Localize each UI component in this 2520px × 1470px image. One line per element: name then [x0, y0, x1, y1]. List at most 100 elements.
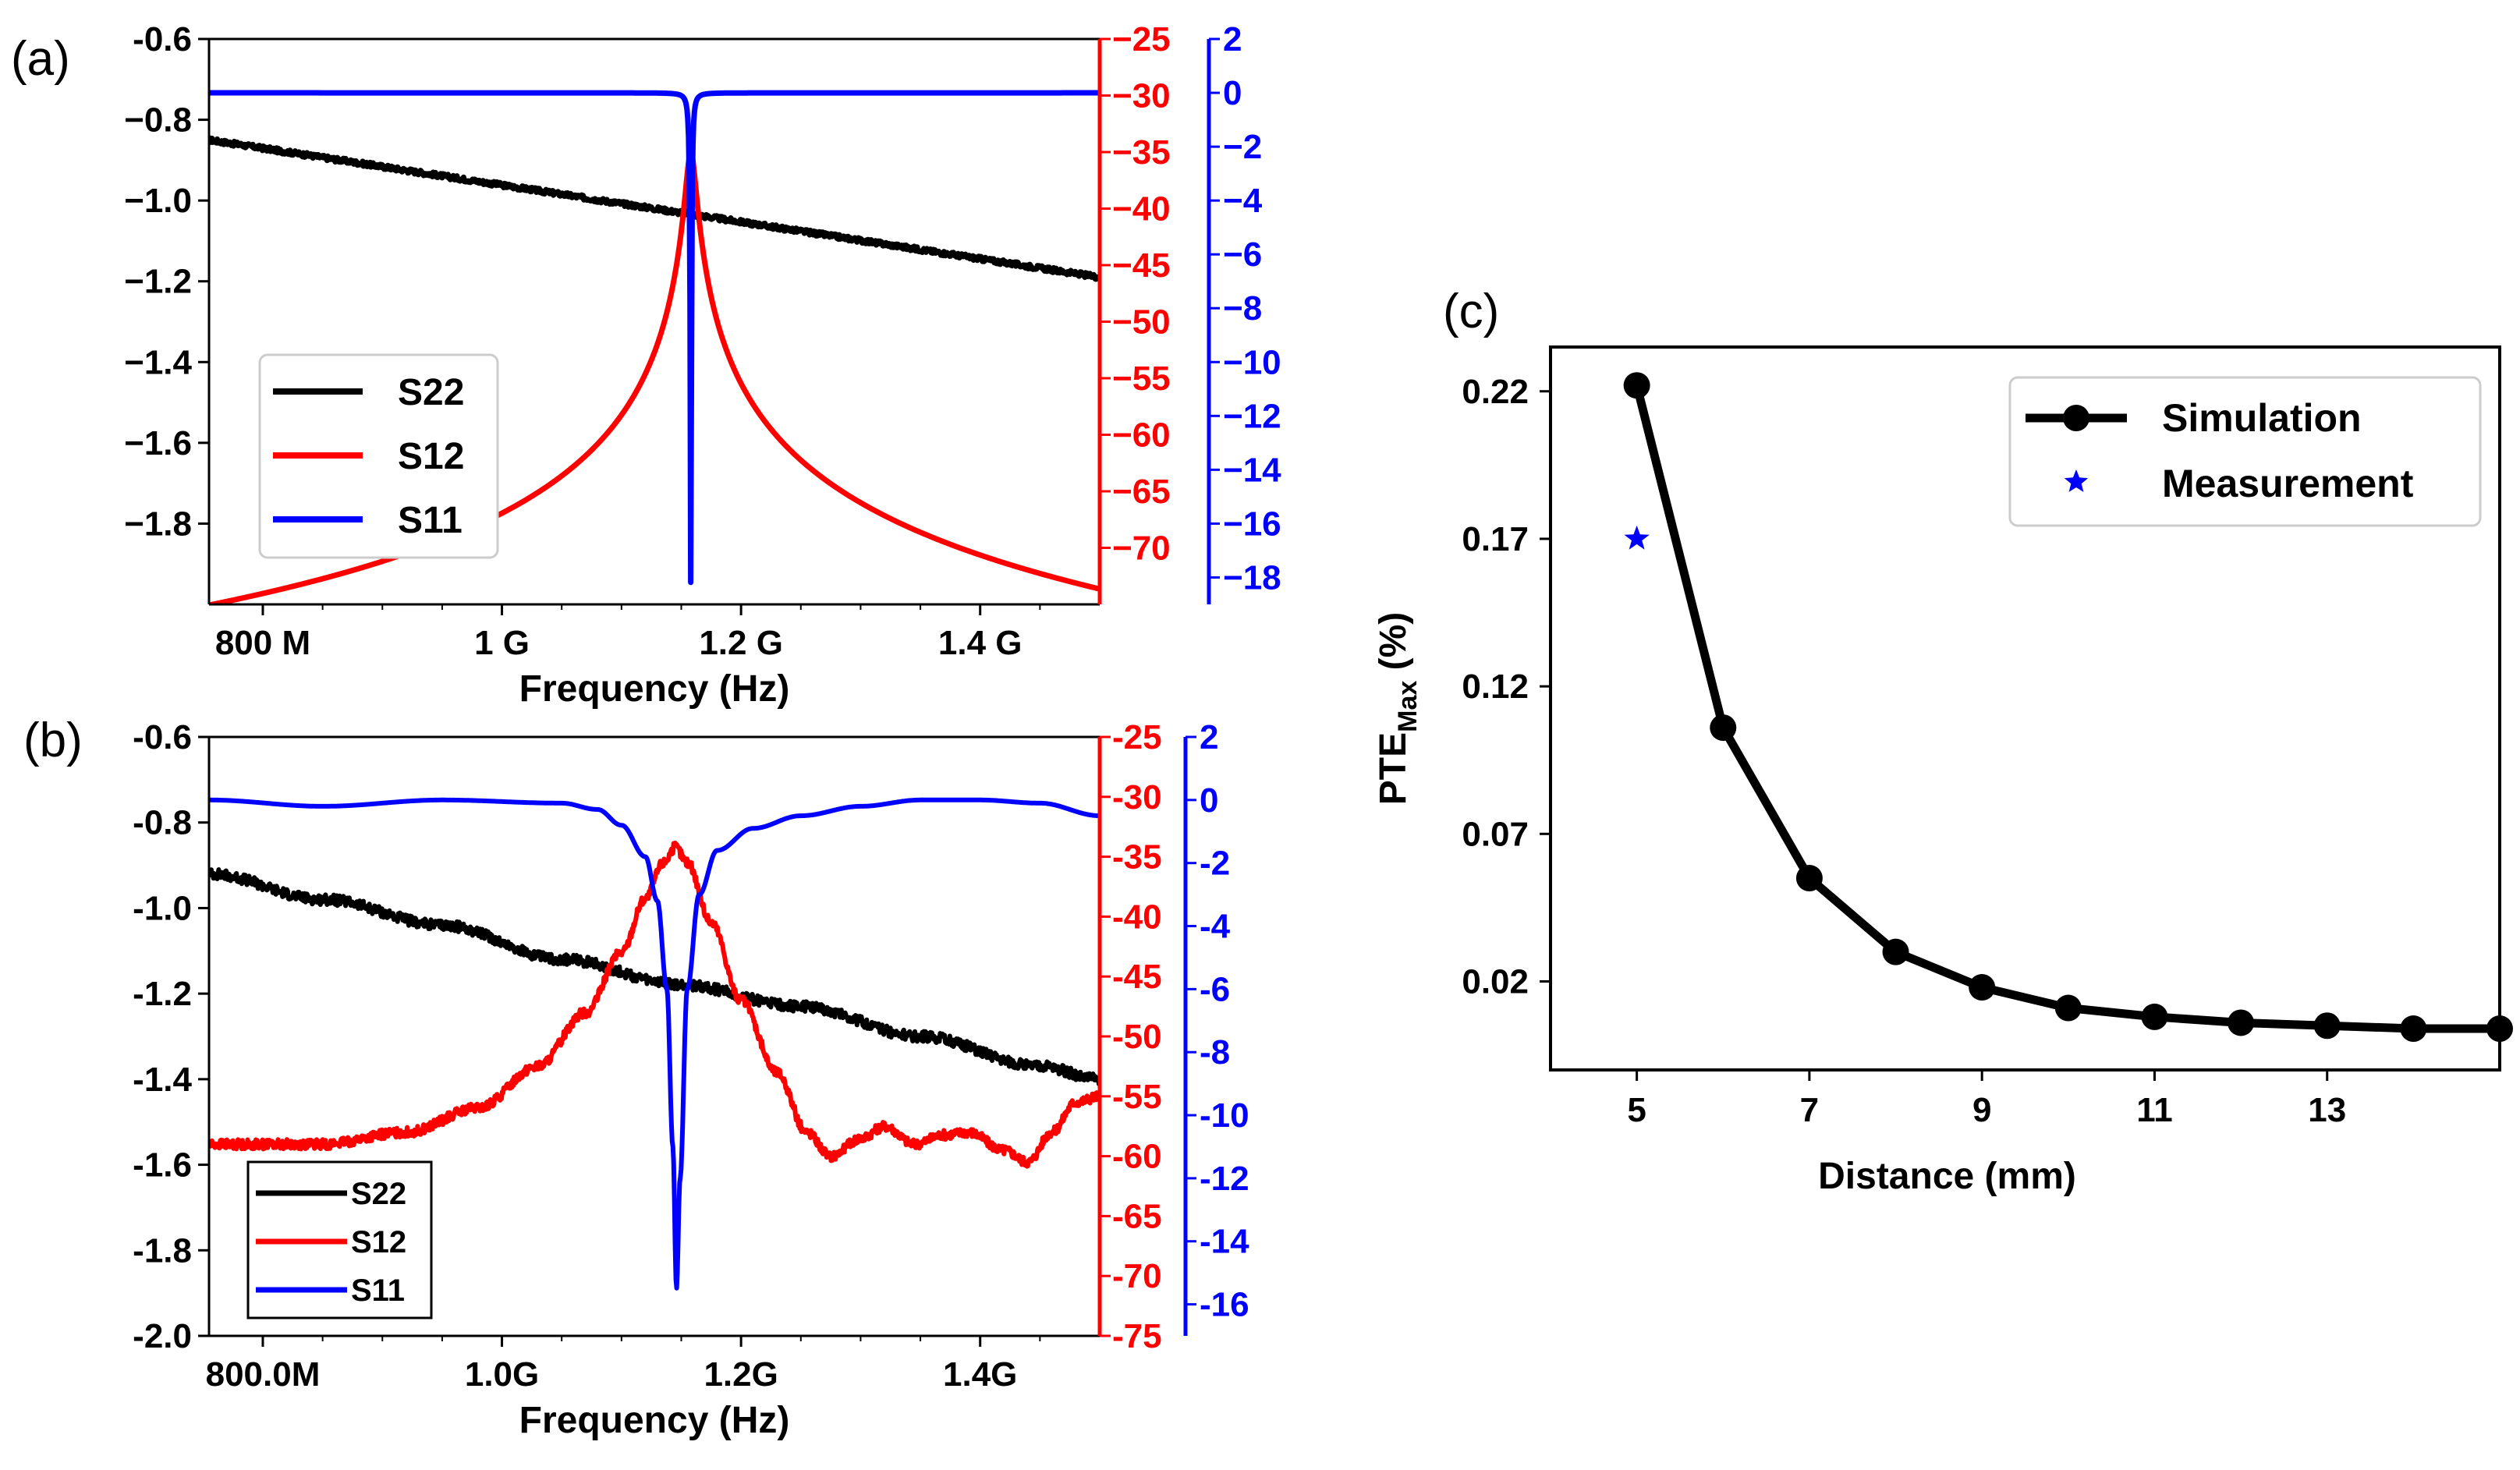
- plot-area: [209, 797, 1100, 1291]
- simulation-point: [2054, 994, 2082, 1022]
- y-right-blue-tick-label: -10: [1200, 1096, 1249, 1135]
- x-tick-label: 1.4G: [943, 1355, 1017, 1394]
- y-left-tick-label: −1.8: [124, 505, 192, 543]
- y-tick-label: 0.07: [1462, 815, 1529, 853]
- legend-label-s22: S22: [398, 372, 464, 413]
- legend-label-s22: S22: [351, 1177, 406, 1211]
- legend-marker-measurement: [2064, 469, 2089, 492]
- panel-label: (c): [1443, 285, 1499, 338]
- legend-box: [258, 353, 499, 559]
- y-right-red-tick-label: -65: [1112, 1197, 1162, 1235]
- panel-label: (a): [11, 32, 70, 86]
- measurement-point: [1624, 525, 1650, 550]
- x-axis-title: Distance (mm): [1818, 1156, 2076, 1197]
- y-right-red-tick-label: −30: [1112, 77, 1171, 115]
- y-axis-title-unit: (%): [1373, 612, 1414, 681]
- legend-b: S22 S12 S11: [246, 1160, 433, 1319]
- y-right-red-tick-label: -45: [1112, 958, 1162, 996]
- y-right-blue-tick-label: −14: [1223, 451, 1281, 489]
- y-right-red-tick-label: -40: [1112, 898, 1162, 936]
- x-tick-label: 1.4 G: [938, 624, 1023, 662]
- simulation-point: [2228, 1009, 2255, 1036]
- y-tick-label: 0.22: [1462, 373, 1529, 411]
- y-right-blue-tick-label: -14: [1200, 1223, 1249, 1261]
- y-right-red-tick-label: -30: [1112, 778, 1162, 816]
- y-left-tick-label: -0.6: [133, 718, 192, 756]
- y-right-red-tick-label: −25: [1112, 20, 1171, 58]
- legend-a: S22 S12 S11: [258, 353, 499, 559]
- y-axis-title-main: PTE: [1373, 732, 1414, 805]
- legend-label-measurement: Measurement: [2162, 462, 2414, 505]
- y-right-red-tick-label: −35: [1112, 133, 1171, 172]
- x-tick-label: 9: [1972, 1091, 1991, 1129]
- simulation-point: [1969, 974, 1996, 1001]
- y-left-tick-label: -2.0: [133, 1317, 192, 1355]
- x-tick-label: 5: [1627, 1091, 1646, 1129]
- series-line-s12: [209, 149, 1100, 604]
- simulation-point: [1710, 714, 1737, 742]
- legend-label-s12: S12: [351, 1225, 406, 1259]
- y-tick-label: 0.12: [1462, 668, 1529, 706]
- y-right-blue-tick-label: 2: [1200, 718, 1218, 756]
- y-left-tick-label: -1.8: [133, 1231, 192, 1270]
- y-left-tick-label: −1.4: [124, 343, 192, 381]
- panel-a-chart: -0.6−0.8−1.0−1.2−1.4−1.6−1.8−25−30−35−40…: [11, 20, 1281, 710]
- y-right-red-tick-label: -75: [1112, 1317, 1162, 1355]
- y-left-tick-label: −0.8: [124, 101, 192, 140]
- x-tick-label: 13: [2308, 1091, 2346, 1129]
- y-right-red-tick-label: −65: [1112, 473, 1171, 511]
- y-right-blue-tick-label: −16: [1223, 505, 1281, 543]
- y-right-blue-tick-label: -16: [1200, 1286, 1249, 1324]
- y-right-red-tick-label: −70: [1112, 530, 1171, 568]
- panel-label: (b): [23, 714, 83, 767]
- y-right-blue-tick-label: 2: [1223, 20, 1242, 58]
- y-right-blue-tick-label: -4: [1200, 908, 1231, 946]
- y-right-red-tick-label: -70: [1112, 1257, 1162, 1295]
- y-right-red-tick-label: −50: [1112, 303, 1171, 342]
- simulation-point: [1882, 938, 1909, 965]
- series-line-s22: [209, 867, 1100, 1087]
- x-axis-title: Frequency (Hz): [519, 668, 790, 710]
- simulation-point: [2486, 1015, 2513, 1043]
- series-line-s22: [209, 135, 1100, 282]
- y-left-tick-label: -1.4: [133, 1061, 192, 1099]
- x-tick-label: 1.0G: [465, 1355, 539, 1394]
- y-right-blue-tick-label: −18: [1223, 558, 1281, 597]
- x-tick-label: 1 G: [474, 624, 530, 662]
- y-axis-title: PTEMax (%): [1373, 612, 1423, 805]
- simulation-point: [2400, 1015, 2427, 1043]
- legend-box: [2008, 376, 2482, 527]
- panel-c-chart: 0.02 0.07 0.12 0.17 0.22 5 7 9 11 13 Distance (mm)…: [1373, 285, 2513, 1197]
- legend-label-s11: S11: [398, 500, 463, 541]
- simulation-point: [1623, 372, 1650, 399]
- y-left-tick-label: −1.0: [124, 182, 192, 220]
- y-right-red-tick-label: −60: [1112, 416, 1171, 455]
- y-right-blue-tick-label: −10: [1223, 343, 1281, 381]
- panel-b-chart: -0.6 -0.8 -1.0 -1.2 -1.4 -1.6 -1.8 -2.0 -25 -30 -3…: [23, 714, 1249, 1441]
- y-left-tick-label: -0.8: [133, 804, 192, 842]
- y-left-tick-label: -1.6: [133, 1146, 192, 1185]
- simulation-point: [2313, 1012, 2341, 1040]
- y-left-tick-label: -1.0: [133, 889, 192, 927]
- y-right-blue-tick-label: -8: [1200, 1033, 1230, 1072]
- y-right-blue-tick-label: -12: [1200, 1160, 1249, 1198]
- x-tick-label: 800.0M: [206, 1355, 321, 1394]
- y-right-blue-tick-label: 0: [1223, 74, 1242, 112]
- simulation-point: [1795, 865, 1823, 892]
- x-tick-label: 800 M: [215, 624, 310, 662]
- legend-label-s12: S12: [398, 436, 464, 477]
- y-left-tick-label: −1.2: [124, 263, 192, 301]
- y-right-blue-tick-label: −6: [1223, 236, 1262, 274]
- y-tick-label: 0.02: [1462, 962, 1529, 1001]
- y-right-blue-tick-label: 0: [1200, 781, 1218, 820]
- legend-label-simulation: Simulation: [2162, 396, 2362, 440]
- y-right-red-tick-label: -60: [1112, 1138, 1162, 1176]
- y-left-tick-label: -1.2: [133, 975, 192, 1013]
- y-right-red-tick-label: -50: [1112, 1018, 1162, 1056]
- plot-area: [209, 90, 1100, 604]
- series-line-s11: [209, 797, 1100, 1291]
- simulation-point: [2141, 1003, 2168, 1030]
- y-right-red-tick-label: −40: [1112, 190, 1171, 228]
- y-right-red-tick-label: -55: [1112, 1078, 1162, 1116]
